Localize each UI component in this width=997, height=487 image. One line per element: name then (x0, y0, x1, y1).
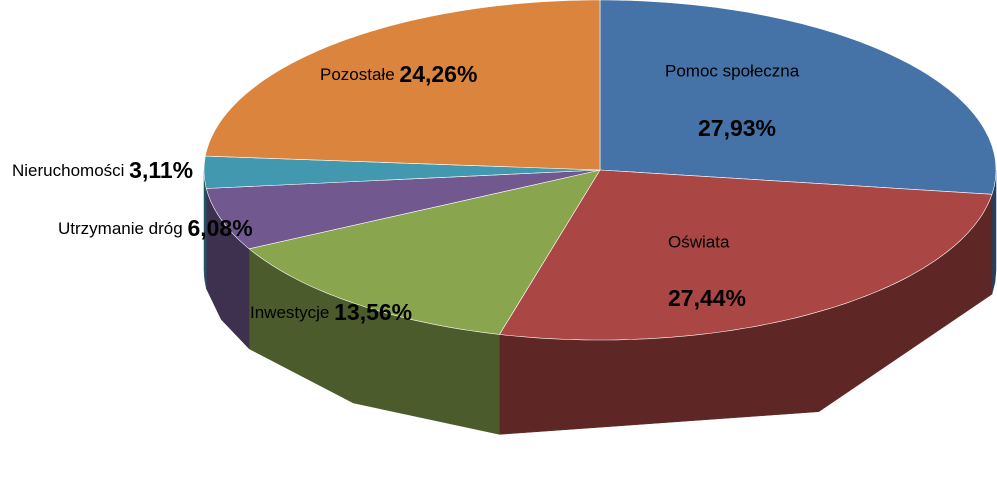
value-label: 13,56% (334, 299, 412, 325)
slice (599, 0, 997, 195)
value-label: 6,08% (187, 215, 252, 241)
slice-label: Pozostałe 24,26% (320, 61, 477, 87)
slice-label: Nieruchomości 3,11% (12, 157, 193, 183)
slice (248, 169, 601, 335)
slice-name: Pozostałe (320, 65, 395, 84)
slice (498, 169, 993, 341)
value-label: 24,26% (399, 61, 477, 87)
slice-name: Inwestycje (250, 303, 329, 322)
value-label: 27,93% (698, 115, 776, 141)
slice (203, 155, 601, 189)
slice-label: Utrzymanie dróg 6,08% (58, 215, 253, 241)
slice (204, 0, 601, 171)
slice (205, 169, 601, 250)
slice-label: Pomoc społeczna (665, 61, 800, 80)
value-label: 27,44% (668, 285, 746, 311)
slice-label: Oświata (668, 232, 730, 251)
slice-name: Utrzymanie dróg (58, 219, 183, 238)
slice-label: Inwestycje 13,56% (250, 299, 412, 325)
pie (203, 0, 997, 435)
value-label: 3,11% (129, 157, 193, 183)
slice-name: Nieruchomości (12, 161, 124, 180)
